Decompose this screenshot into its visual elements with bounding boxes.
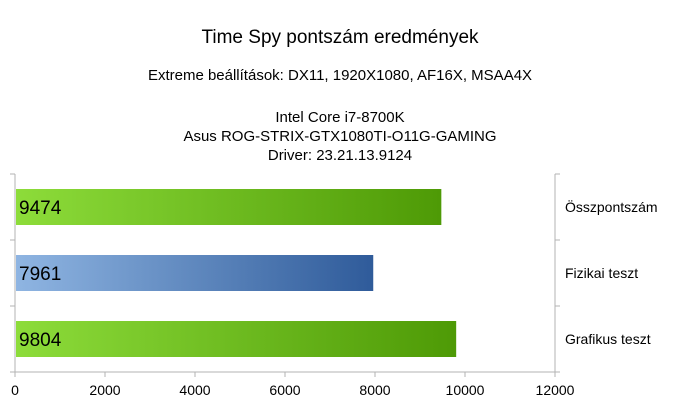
data-label: 9804	[19, 330, 62, 351]
chart-axes: 0 2000 4000 6000 8000 10000 12000	[10, 173, 575, 398]
x-tick-label: 10000	[446, 382, 485, 398]
data-label: 7961	[19, 264, 61, 285]
data-label: 9474	[19, 198, 62, 219]
chart-subtitle: Extreme beállítások: DX11, 1920X1080, AF…	[147, 67, 533, 84]
bar	[16, 321, 457, 357]
category-label: Grafikus teszt	[565, 331, 651, 347]
x-tick-label: 2000	[89, 382, 120, 398]
system-info: Intel Core i7-8700K Asus ROG-STRIX-GTX10…	[0, 108, 680, 165]
chart-title: Time Spy pontszám eredmények	[201, 27, 479, 48]
info-cpu: Intel Core i7-8700K	[275, 109, 405, 126]
category-label: Fizikai teszt	[565, 265, 638, 281]
x-tick-label: 8000	[359, 382, 390, 398]
bar	[16, 255, 374, 291]
x-tick-label: 0	[11, 382, 19, 398]
x-tick-label: 12000	[536, 382, 575, 398]
chart-bars	[16, 189, 457, 357]
x-tick-label: 6000	[269, 382, 300, 398]
chart-labels: 9474 Összpontszám 7961 Fizikai teszt 9804 Gra…	[19, 198, 658, 351]
info-driver: Driver: 23.21.13.9124	[267, 147, 413, 164]
x-tick-label: 4000	[179, 382, 210, 398]
bar	[16, 189, 442, 225]
info-gpu: Asus ROG-STRIX-GTX1080TI-O11G-GAMING	[183, 128, 497, 145]
category-label: Összpontszám	[565, 198, 658, 215]
